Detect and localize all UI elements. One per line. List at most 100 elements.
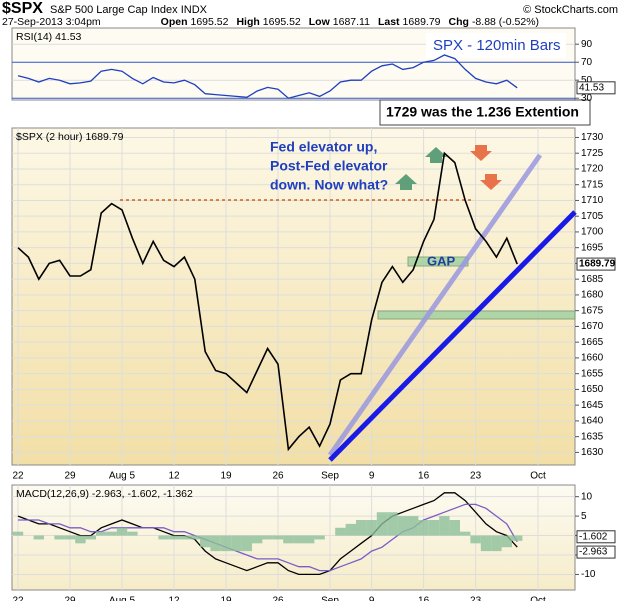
note: Post-Fed elevator [270, 158, 388, 174]
quote-value: 1695.52 [263, 16, 301, 28]
value-tag-box [576, 530, 616, 544]
histogram-bar [428, 520, 440, 536]
x-tick-label: 19 [220, 471, 232, 482]
x-tick-label: Aug 5 [109, 471, 136, 482]
value-tag: -2.963 [579, 547, 608, 558]
panel-title: RSI(14) 41.53 [16, 31, 82, 43]
histogram-bar [397, 516, 408, 536]
y-tick-label: 70 [581, 57, 593, 68]
quote-value: 1689.79 [403, 16, 441, 28]
histogram-bar [252, 535, 263, 544]
note: Fed elevator up, [270, 139, 377, 155]
histogram-bar [356, 520, 367, 536]
quote-label: Low [309, 16, 331, 28]
series-line [17, 54, 518, 99]
note: down. Now what? [270, 177, 388, 193]
y-tick-label: 1645 [581, 400, 604, 411]
histogram-bar [210, 535, 221, 552]
timestamp: 27-Sep-2013 3:04pm [2, 16, 101, 28]
histogram-bar [283, 535, 294, 544]
y-tick-label: 10 [581, 491, 593, 502]
histogram-bar [272, 535, 284, 540]
exchange: INDX [181, 4, 208, 16]
quote-label: High [236, 16, 259, 28]
y-tick-label: 50 [581, 75, 593, 86]
histogram-bar [189, 535, 200, 540]
value-tag-box [576, 81, 616, 95]
x-tick-label: 29 [64, 471, 76, 482]
x-tick-label: 23 [470, 471, 482, 482]
value-tag: 1689.79 [579, 259, 616, 270]
histogram-bar [304, 535, 315, 544]
histogram-bar [116, 527, 128, 536]
x-tick-label: 26 [272, 596, 284, 601]
quote-value: 1695.52 [191, 16, 229, 28]
histogram-bar [293, 535, 304, 544]
x-tick-label: Sep [321, 471, 339, 482]
quote-label: Last [378, 16, 400, 28]
histogram-bar [470, 535, 481, 544]
histogram-bar [158, 535, 169, 540]
histogram-bar [335, 527, 346, 536]
x-tick-label: 12 [168, 596, 180, 601]
y-tick-label: 1650 [581, 384, 604, 395]
panel-title: MACD(12,26,9) -2.963, -1.602, -1.362 [16, 488, 193, 500]
series-line [17, 492, 518, 576]
histogram-bar [220, 535, 232, 552]
histogram-bar [12, 531, 24, 536]
histogram-bar [262, 535, 273, 540]
x-tick-label: Oct [530, 596, 546, 601]
x-tick-label: 23 [470, 596, 482, 601]
note: 1729 was the 1.236 Extention [386, 104, 579, 120]
y-tick-label: -10 [581, 569, 596, 580]
chart-note: SPX - 120min Bars [433, 37, 561, 54]
y-tick-label: 1635 [581, 431, 604, 442]
series-line [17, 151, 518, 452]
up-arrow [425, 147, 447, 163]
y-tick-label: 5 [581, 511, 587, 522]
y-tick-label: 90 [581, 39, 593, 50]
value-tag-box [576, 257, 616, 271]
y-tick-label: 1655 [581, 368, 604, 379]
histogram-bar [179, 535, 190, 540]
title-box [426, 33, 566, 58]
histogram-bar [54, 535, 65, 540]
histogram-bar [96, 531, 107, 536]
x-tick-label: 22 [12, 471, 24, 482]
histogram-bar [75, 535, 86, 544]
x-tick-label: Aug 5 [109, 596, 136, 601]
name: S&P 500 Large Cap Index [50, 4, 178, 16]
histogram-bar [501, 535, 512, 548]
x-tick-label: 9 [369, 596, 375, 601]
histogram-bar [408, 516, 419, 536]
down-arrow [480, 174, 502, 190]
histogram-bar [127, 531, 138, 536]
x-tick-label: 29 [64, 596, 76, 601]
y-tick-label: 1710 [581, 195, 604, 206]
histogram-bar [439, 516, 450, 536]
histogram-bar [480, 535, 492, 552]
y-tick-label: 1685 [581, 274, 604, 285]
histogram-bar [231, 535, 242, 552]
value-tag: 41.53 [579, 82, 604, 93]
histogram-bar [387, 512, 398, 536]
y-tick-label: 1695 [581, 242, 604, 253]
credit: © StockCharts.com [523, 4, 618, 16]
histogram-bar [491, 535, 502, 552]
x-tick-label: 12 [168, 471, 180, 482]
down-arrow [470, 145, 492, 161]
trend-line [328, 210, 577, 462]
y-tick-label: 1680 [581, 290, 604, 301]
x-tick-label: 9 [369, 471, 375, 482]
value-tag: -1.602 [579, 531, 608, 542]
y-tick-label: 1725 [581, 148, 604, 159]
x-tick-label: Sep [321, 596, 339, 601]
x-tick-label: 16 [418, 596, 430, 601]
quote-label: Open [161, 16, 188, 28]
x-tick-label: 16 [418, 471, 430, 482]
y-tick-label: 1665 [581, 337, 604, 348]
y-tick-label: 1675 [581, 305, 604, 316]
y-tick-label: 1720 [581, 164, 604, 175]
y-tick-label: 1630 [581, 447, 604, 458]
x-tick-label: 22 [12, 596, 24, 601]
